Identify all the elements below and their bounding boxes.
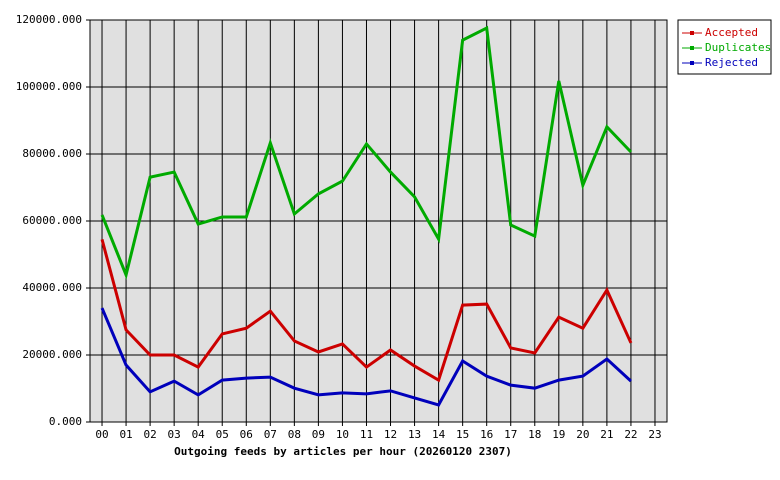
x-tick-label: 19: [552, 428, 565, 441]
y-tick-label: 20000.000: [22, 348, 82, 361]
x-tick-label: 12: [384, 428, 397, 441]
x-tick-label: 05: [216, 428, 229, 441]
x-tick-label: 10: [336, 428, 349, 441]
x-tick-label: 15: [456, 428, 469, 441]
y-tick-label: 60000.000: [22, 214, 82, 227]
x-tick-label: 07: [264, 428, 277, 441]
x-tick-label: 21: [600, 428, 613, 441]
y-tick-label: 0.000: [49, 415, 82, 428]
x-tick-label: 03: [168, 428, 181, 441]
legend-label: Duplicates: [705, 41, 771, 54]
legend-marker: [690, 61, 694, 65]
x-tick-label: 01: [119, 428, 132, 441]
x-tick-label: 16: [480, 428, 493, 441]
x-tick-label: 23: [648, 428, 661, 441]
x-tick-label: 06: [240, 428, 253, 441]
x-tick-label: 09: [312, 428, 325, 441]
x-tick-label: 13: [408, 428, 421, 441]
data-line: [100, 239, 633, 383]
x-tick-label: 22: [624, 428, 637, 441]
x-tick-label: 20: [576, 428, 589, 441]
x-tick-label: 00: [95, 428, 108, 441]
legend-label: Accepted: [705, 26, 758, 39]
x-tick-label: 11: [360, 428, 373, 441]
y-tick-label: 120000.000: [16, 13, 82, 26]
x-tick-label: 18: [528, 428, 541, 441]
x-tick-label: 02: [143, 428, 156, 441]
data-line: [100, 307, 632, 407]
x-tick-label: 17: [504, 428, 517, 441]
data-line: [100, 25, 633, 280]
y-tick-label: 100000.000: [16, 80, 82, 93]
legend-marker: [690, 31, 694, 35]
y-tick-label: 80000.000: [22, 147, 82, 160]
x-tick-label: 08: [288, 428, 301, 441]
x-axis-label: Outgoing feeds by articles per hour (202…: [174, 445, 512, 458]
x-tick-label: 14: [432, 428, 446, 441]
y-tick-label: 40000.000: [22, 281, 82, 294]
x-tick-label: 04: [192, 428, 206, 441]
legend-label: Rejected: [705, 56, 758, 69]
legend-marker: [690, 46, 694, 50]
